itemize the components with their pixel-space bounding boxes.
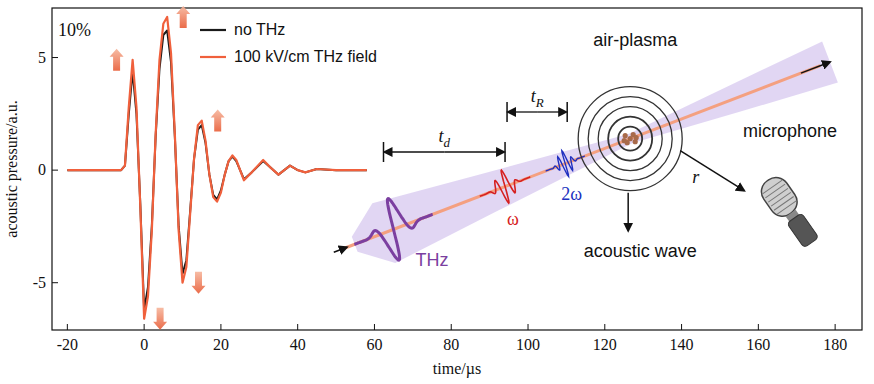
mic-grille	[763, 180, 783, 194]
bracket-end	[504, 142, 506, 162]
mic-grille	[768, 188, 788, 202]
x-tick	[835, 324, 836, 330]
two-omega-pulse	[546, 151, 585, 177]
y-tick-label: -5	[33, 274, 46, 291]
label-microphone: microphone	[743, 121, 837, 141]
legend-label: 100 kV/cm THz field	[234, 48, 377, 65]
acoustic-arrow	[627, 193, 629, 231]
r-arrow	[680, 151, 744, 191]
beam-in-arrow	[334, 247, 347, 252]
x-tick-label: 180	[823, 336, 847, 353]
x-tick-label: 0	[140, 336, 148, 353]
x-tick-label: 100	[516, 336, 540, 353]
plot-frame	[52, 8, 862, 330]
x-axis-title: time/µs	[433, 360, 481, 378]
plasma-dot	[628, 136, 633, 141]
plasma-dot	[634, 135, 639, 140]
legend-swatch	[200, 56, 226, 58]
x-tick-label: -20	[57, 336, 78, 353]
y-tick	[52, 57, 58, 58]
x-tick	[758, 324, 759, 330]
label-thz: THz	[416, 250, 449, 270]
legend-swatch	[200, 29, 226, 31]
x-tick	[528, 324, 529, 330]
label-tr: tR	[531, 86, 544, 110]
label-td-sub: d	[444, 135, 451, 150]
bracket-arrow	[444, 151, 504, 152]
x-tick-label: 60	[366, 336, 382, 353]
plasma-dot	[622, 138, 627, 143]
x-tick	[220, 324, 221, 330]
x-tick	[604, 324, 605, 330]
label-air-plasma: air-plasma	[593, 30, 678, 50]
annotation: 10%	[58, 20, 91, 40]
bracket-arrow	[508, 111, 537, 112]
y-tick	[52, 170, 58, 171]
x-tick	[67, 324, 68, 330]
x-tick	[144, 324, 145, 330]
acoustic-ring	[598, 107, 662, 171]
change-arrow	[153, 308, 167, 330]
chart: -20 0 20 40 60 80 100 120 140 160 180 -5 0 5 time/µs ac…	[0, 0, 874, 384]
label-two-omega: 2ω	[561, 184, 582, 204]
change-arrow	[110, 49, 124, 71]
x-tick-label: 20	[213, 336, 229, 353]
change-arrow	[192, 272, 206, 294]
label-td: td	[439, 126, 451, 150]
mic-grille	[765, 184, 785, 198]
bracket-end	[383, 142, 385, 162]
y-tick-label: 5	[38, 49, 46, 66]
mic-handle	[787, 213, 819, 248]
label-r: r	[692, 167, 700, 187]
acoustic-ring	[618, 127, 642, 151]
y-axis-title: acoustic pressure/a.u.	[3, 100, 21, 237]
x-tick-label: 40	[290, 336, 306, 353]
change-arrow	[176, 6, 190, 28]
x-tick	[374, 324, 375, 330]
acoustic-ring	[608, 117, 652, 161]
omega-pulse	[480, 170, 531, 203]
label-omega: ω	[507, 209, 519, 229]
microphone-icon	[756, 172, 823, 250]
mic-grille	[771, 192, 791, 206]
bracket-arrow	[385, 151, 445, 152]
x-tick	[297, 324, 298, 330]
bracket-end	[566, 102, 568, 122]
x-tick	[681, 324, 682, 330]
x-tick-label: 160	[746, 336, 770, 353]
mic-head	[756, 172, 802, 221]
acoustic-ring	[578, 87, 682, 191]
x-tick-label: 140	[670, 336, 694, 353]
x-tick-label: 80	[443, 336, 459, 353]
change-arrow	[211, 110, 225, 132]
x-tick-label: 120	[593, 336, 617, 353]
y-tick	[52, 282, 58, 283]
label-tr-sub: R	[535, 95, 544, 110]
bracket-end	[506, 102, 508, 122]
beam-out-arrow	[801, 62, 830, 73]
bracket-arrow	[537, 111, 566, 112]
y-tick-label: 0	[38, 161, 46, 178]
legend-label: no THz	[234, 21, 285, 38]
label-acoustic-wave: acoustic wave	[584, 241, 697, 261]
acoustic-ring	[588, 97, 672, 181]
diagram: air-plasma acoustic wave r microphone THz ω 2ω…	[334, 30, 838, 270]
plasma-dot	[623, 133, 628, 138]
legend: no THz 100 kV/cm THz field	[200, 21, 377, 65]
mic-grille	[774, 196, 794, 210]
x-tick	[451, 324, 452, 330]
